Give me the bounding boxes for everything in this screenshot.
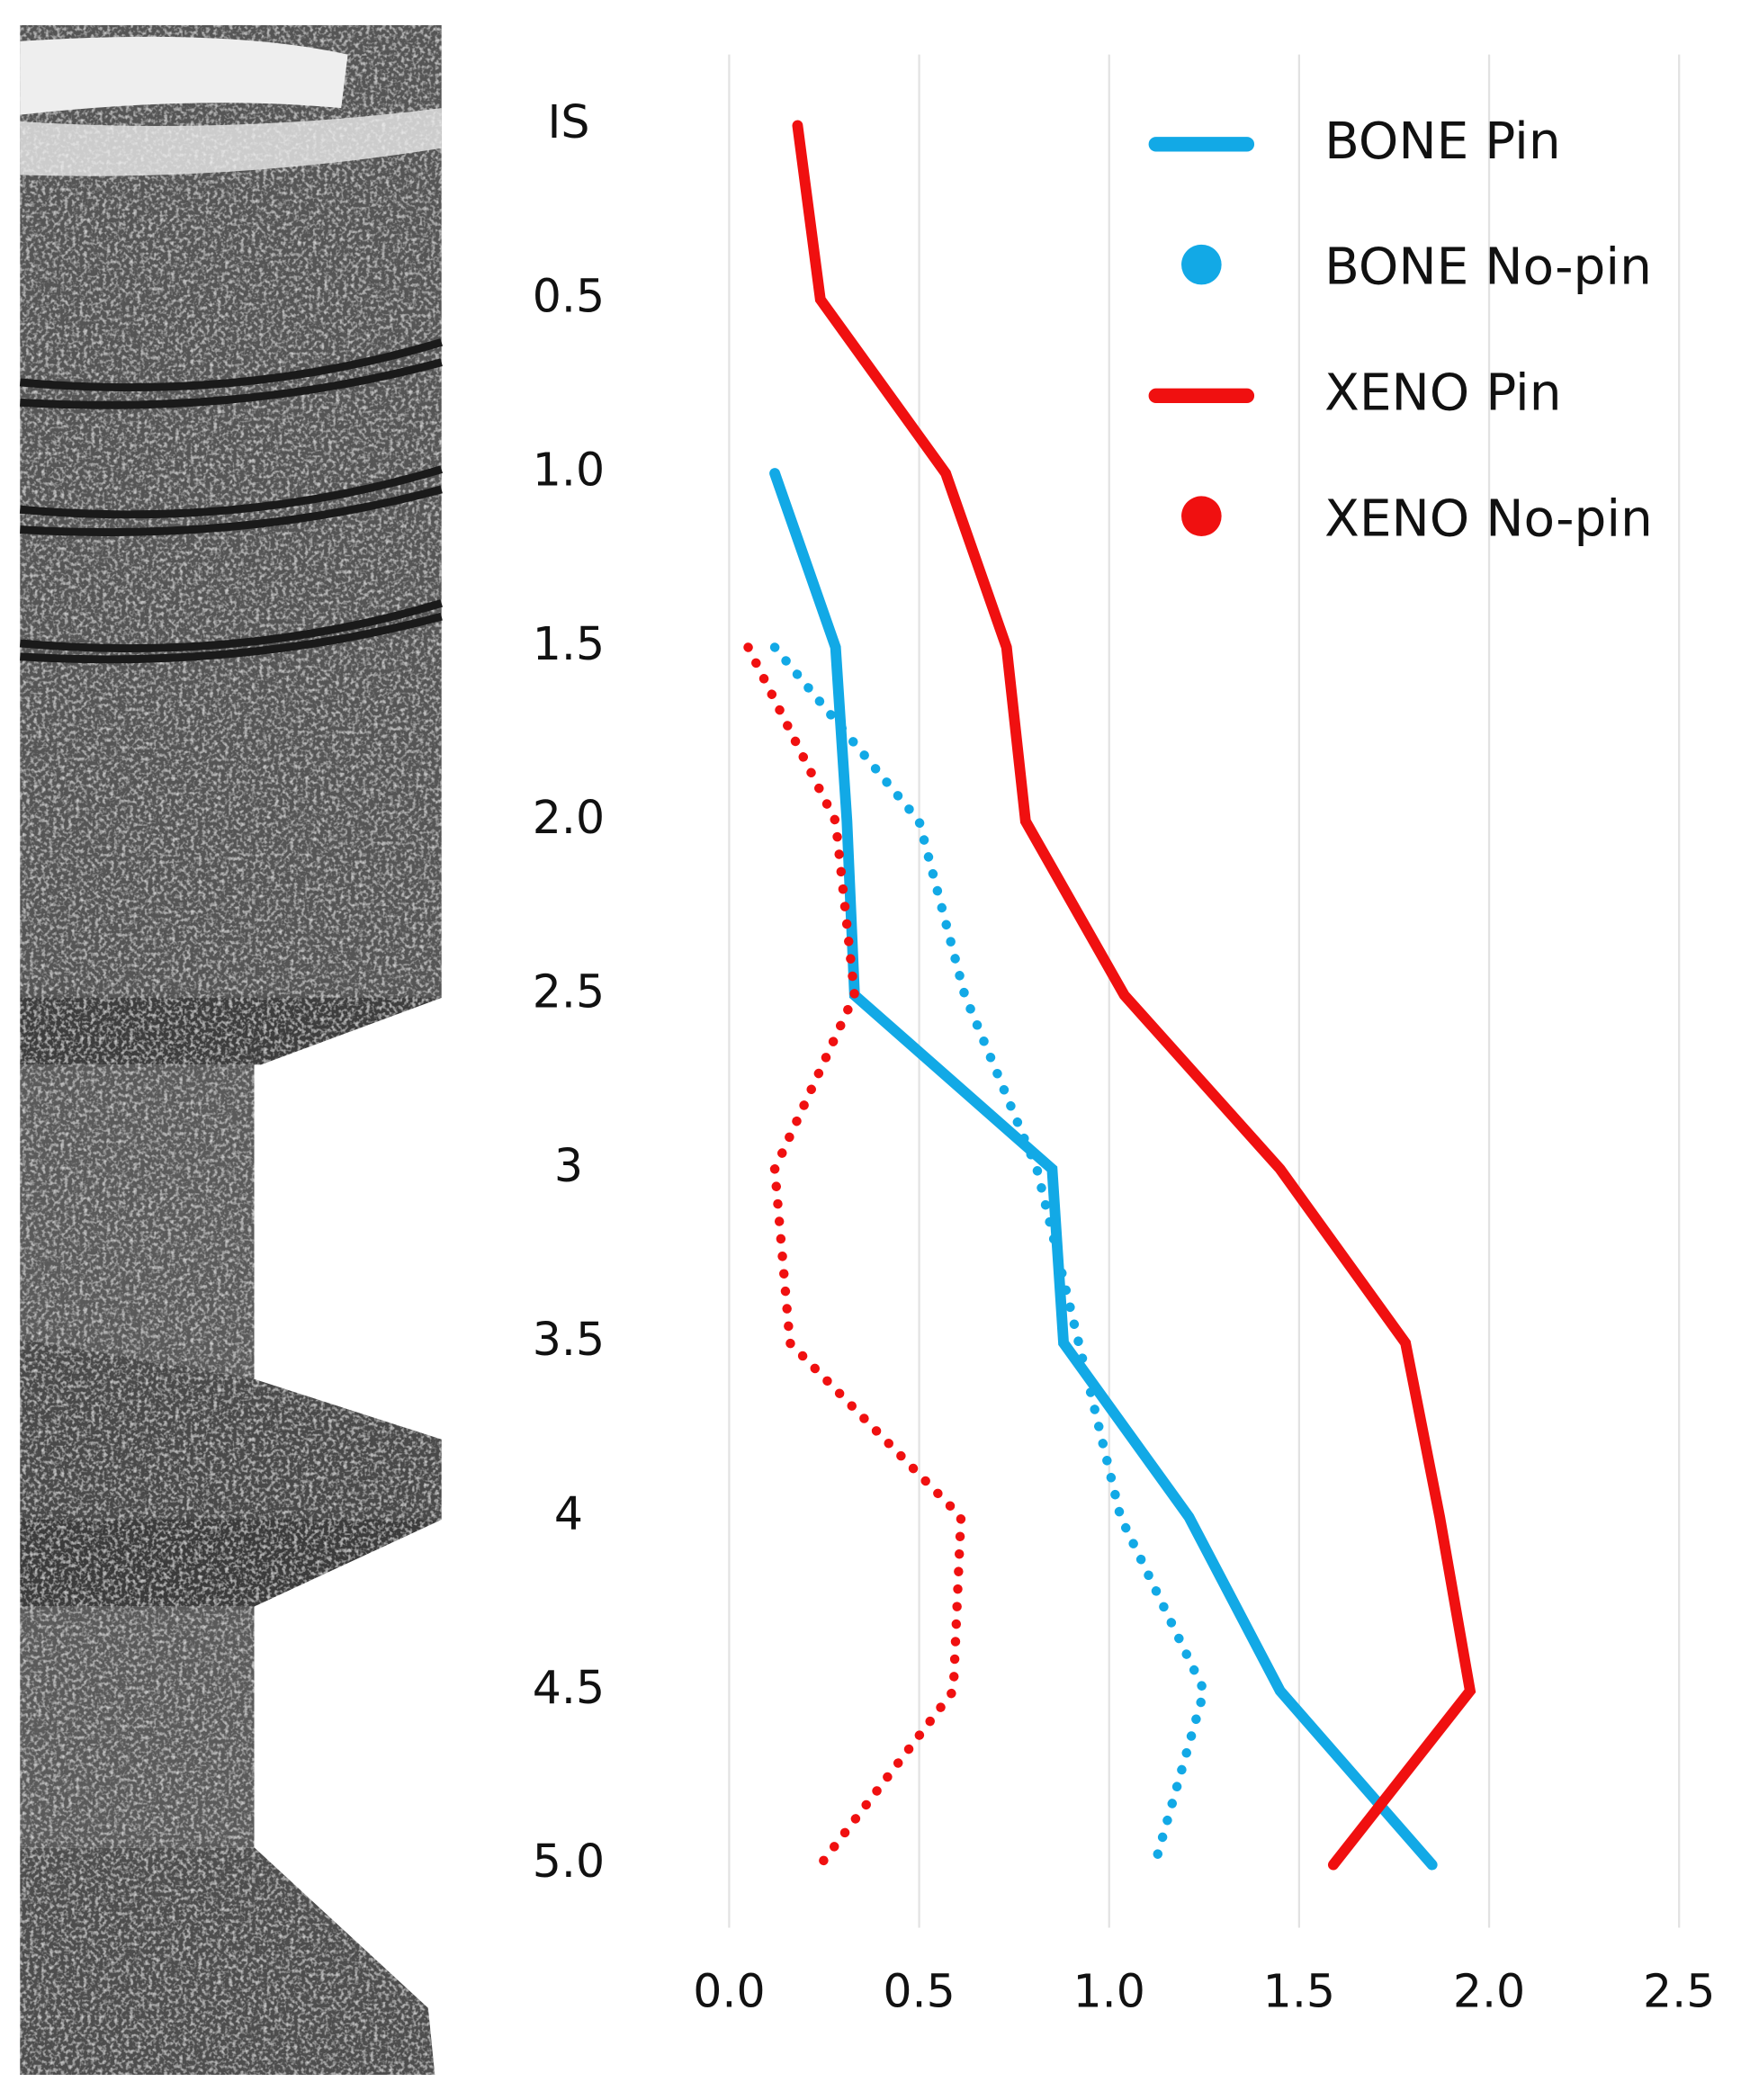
y-tick-label: 1.5 [533, 617, 605, 670]
series-line [769, 642, 1209, 1870]
y-tick-label: 3.5 [533, 1313, 605, 1366]
implant-image [19, 24, 443, 2076]
x-tick-label: 2.0 [1453, 1964, 1525, 2017]
series-line [769, 468, 1438, 1871]
series-line [743, 642, 966, 1870]
legend-label: XENO No-pin [1324, 489, 1653, 548]
x-tick-label: 0.0 [693, 1964, 765, 2017]
legend-label: BONE Pin [1324, 112, 1560, 171]
legend-label: XENO Pin [1324, 363, 1561, 422]
x-tick-label: 1.5 [1263, 1964, 1335, 2017]
legend-label: BONE No-pin [1324, 238, 1652, 297]
y-tick-label: 5.0 [533, 1835, 605, 1888]
x-tick-label: 0.5 [883, 1964, 955, 2017]
y-tick-label: 4.5 [533, 1661, 605, 1714]
y-tick-label: IS [547, 95, 589, 148]
y-tick-label: 2.0 [533, 791, 605, 844]
legend-symbol [1181, 496, 1222, 536]
x-tick-label: 1.0 [1073, 1964, 1145, 2017]
y-tick-label: 1.0 [533, 444, 605, 497]
series-line [792, 120, 1476, 1871]
y-tick-label: 4 [554, 1486, 583, 1539]
y-tick-label: 2.5 [533, 965, 605, 1019]
y-tick-label: 3 [554, 1139, 583, 1192]
y-tick-label: 0.5 [533, 269, 605, 322]
x-tick-label: 2.5 [1643, 1964, 1715, 2017]
legend-symbol [1181, 244, 1222, 285]
